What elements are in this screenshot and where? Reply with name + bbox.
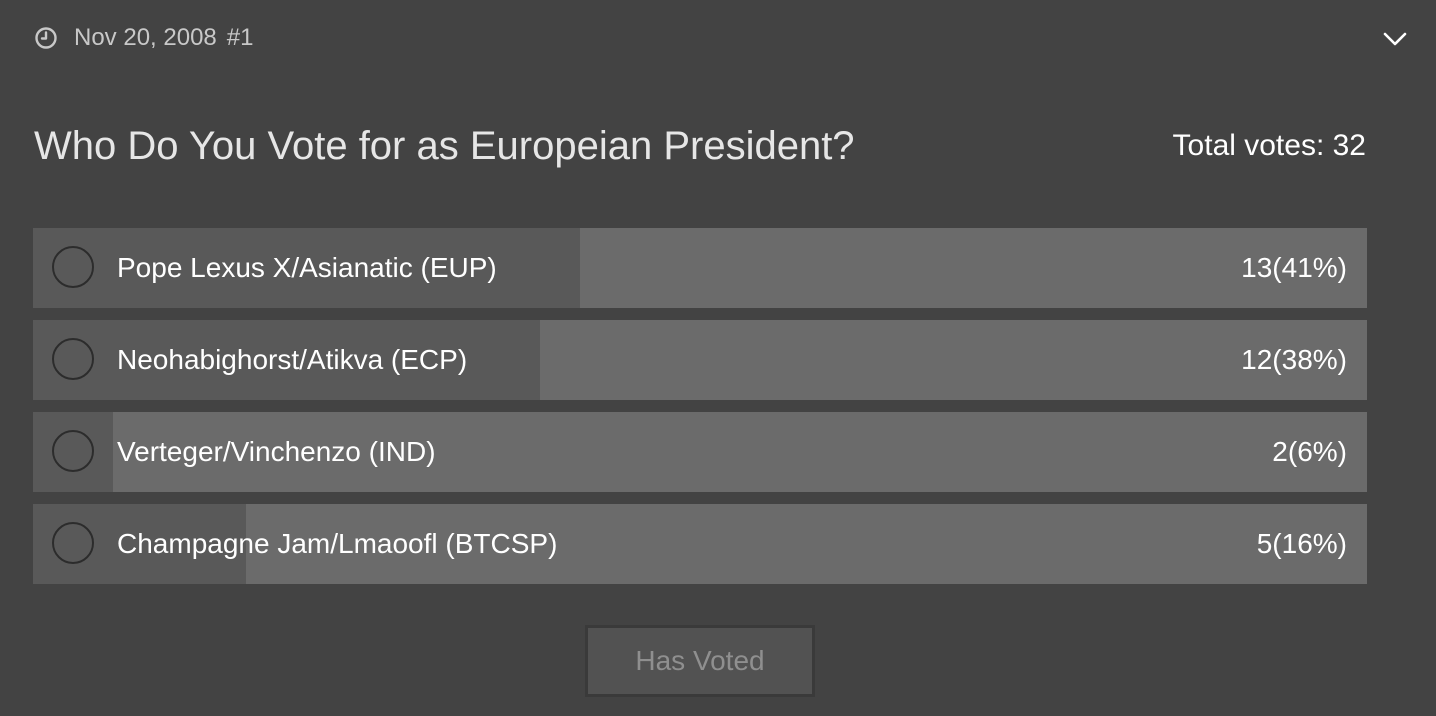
option-result: 13(41%) (1241, 252, 1347, 283)
chevron-down-icon[interactable] (1382, 26, 1408, 52)
poll-header: Who Do You Vote for as Europeian Preside… (34, 118, 1366, 174)
option-result: 2(6%) (1272, 436, 1347, 467)
poll-title: Who Do You Vote for as Europeian Preside… (34, 123, 855, 168)
option-result-bar (33, 228, 580, 308)
option-label: Neohabighorst/Atikva (ECP) (117, 344, 468, 375)
option-result: 12(38%) (1241, 344, 1347, 375)
poll-option[interactable]: Pope Lexus X/Asianatic (EUP) 13(41%) (33, 228, 1367, 308)
radio-button[interactable] (52, 338, 94, 380)
option-label: Verteger/Vinchenzo (IND) (117, 436, 436, 467)
option-result-bar (33, 320, 540, 400)
poll-option[interactable]: Champagne Jam/Lmaoofl (BTCSP) 5(16%) (33, 504, 1367, 584)
clock-icon (34, 26, 58, 50)
poll-date: Nov 20, 2008 (74, 24, 217, 51)
radio-button[interactable] (52, 522, 94, 564)
total-votes: Total votes: 32 (1172, 129, 1366, 162)
radio-button[interactable] (52, 246, 94, 288)
option-label: Pope Lexus X/Asianatic (EUP) (117, 252, 497, 283)
poll-option[interactable]: Neohabighorst/Atikva (ECP) 12(38%) (33, 320, 1367, 400)
poll-options: Pope Lexus X/Asianatic (EUP) 13(41%) Neo… (33, 228, 1367, 596)
has-voted-button[interactable]: Has Voted (585, 625, 815, 697)
option-label: Champagne Jam/Lmaoofl (BTCSP) (117, 528, 558, 559)
option-result: 5(16%) (1256, 528, 1347, 559)
poll-option[interactable]: Verteger/Vinchenzo (IND) 2(6%) (33, 412, 1367, 492)
poll-number: #1 (226, 24, 254, 51)
radio-button[interactable] (52, 430, 94, 472)
poll-meta: Nov 20, 2008 #1 (34, 22, 253, 54)
